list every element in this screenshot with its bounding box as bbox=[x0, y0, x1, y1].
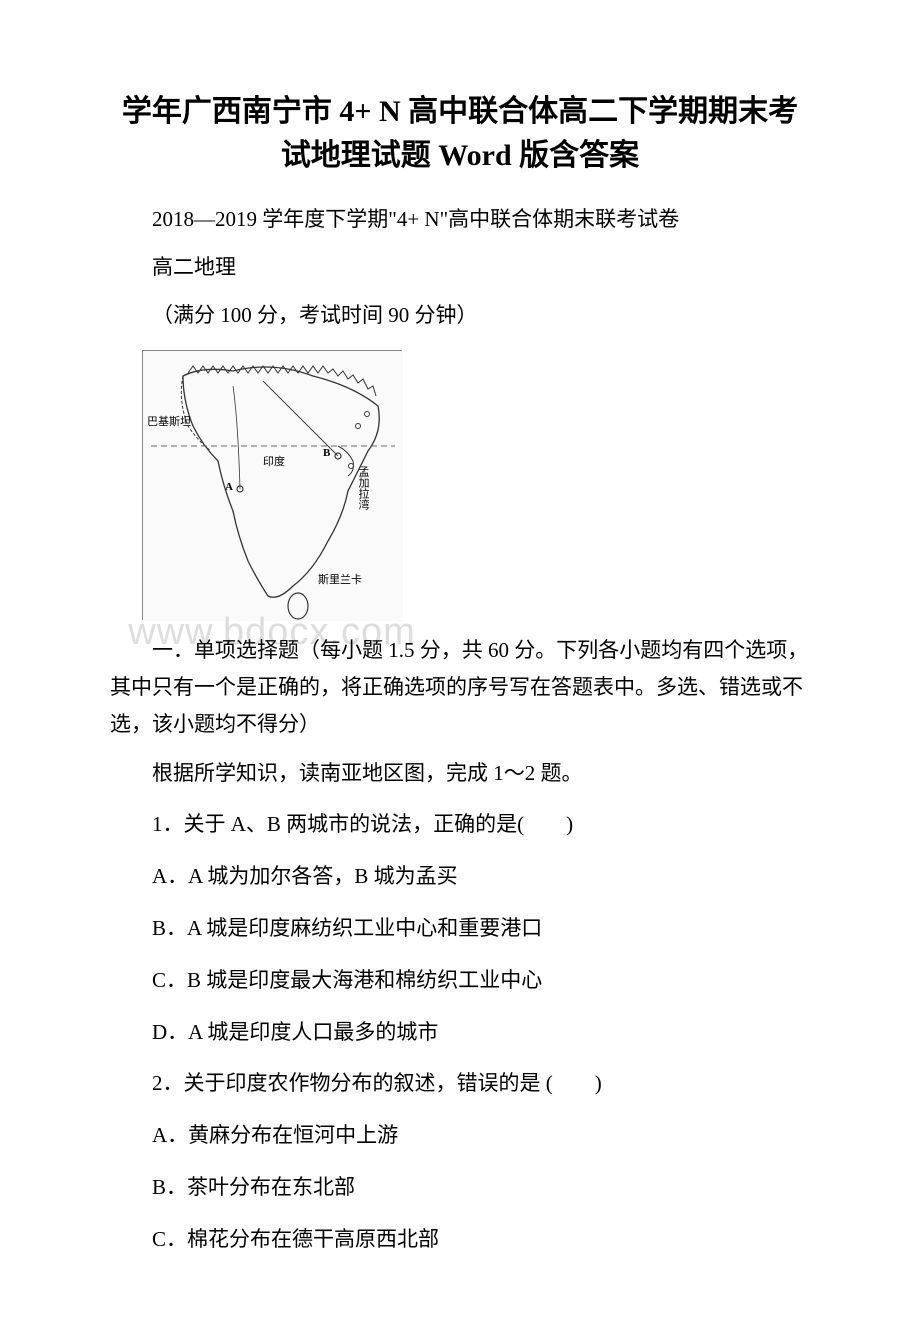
question-1-option-d: D．A 城是印度人口最多的城市 bbox=[110, 1014, 810, 1052]
question-2-option-a: A．黄麻分布在恒河中上游 bbox=[110, 1117, 810, 1155]
question-2-option-c: C．棉花分布在德干高原西北部 bbox=[110, 1221, 810, 1259]
question-1-option-c: C．B 城是印度最大海港和棉纺织工业中心 bbox=[110, 962, 810, 1000]
question-1: 1．关于 A、B 两城市的说法，正确的是( ) bbox=[110, 806, 810, 844]
document-title: 学年广西南宁市 4+ N 高中联合体高二下学期期末考试地理试题 Word 版含答… bbox=[110, 90, 810, 177]
map-label-srilanka: 斯里兰卡 bbox=[318, 571, 362, 587]
exam-info: （满分 100 分，考试时间 90 分钟） bbox=[110, 297, 810, 335]
map-label-pakistan: 巴基斯坦 bbox=[147, 413, 191, 429]
question-2: 2．关于印度农作物分布的叙述，错误的是 ( ) bbox=[110, 1065, 810, 1103]
south-asia-map: 巴基斯坦 印度 孟加拉湾 斯里兰卡 A B www.bdocx.com bbox=[142, 350, 402, 620]
exam-subtitle: 2018—2019 学年度下学期"4+ N"高中联合体期末联考试卷 bbox=[110, 201, 810, 239]
question-1-option-b: B．A 城是印度麻纺织工业中心和重要港口 bbox=[110, 910, 810, 948]
section-header: 一．单项选择题（每小题 1.5 分，共 60 分。下列各小题均有四个选项，其中只… bbox=[110, 632, 810, 742]
map-point-a: A bbox=[225, 481, 233, 493]
map-label-india: 印度 bbox=[263, 453, 285, 469]
question-group-instruction: 根据所学知识，读南亚地区图，完成 1～2 题。 bbox=[110, 755, 810, 793]
map-label-bangladesh: 孟加拉湾 bbox=[355, 466, 371, 510]
map-point-b: B bbox=[323, 447, 330, 459]
question-2-option-b: B．茶叶分布在东北部 bbox=[110, 1169, 810, 1207]
subject-line: 高二地理 bbox=[110, 249, 810, 287]
question-1-option-a: A．A 城为加尔各答，B 城为孟买 bbox=[110, 858, 810, 896]
map-container: 巴基斯坦 印度 孟加拉湾 斯里兰卡 A B www.bdocx.com bbox=[142, 350, 810, 620]
